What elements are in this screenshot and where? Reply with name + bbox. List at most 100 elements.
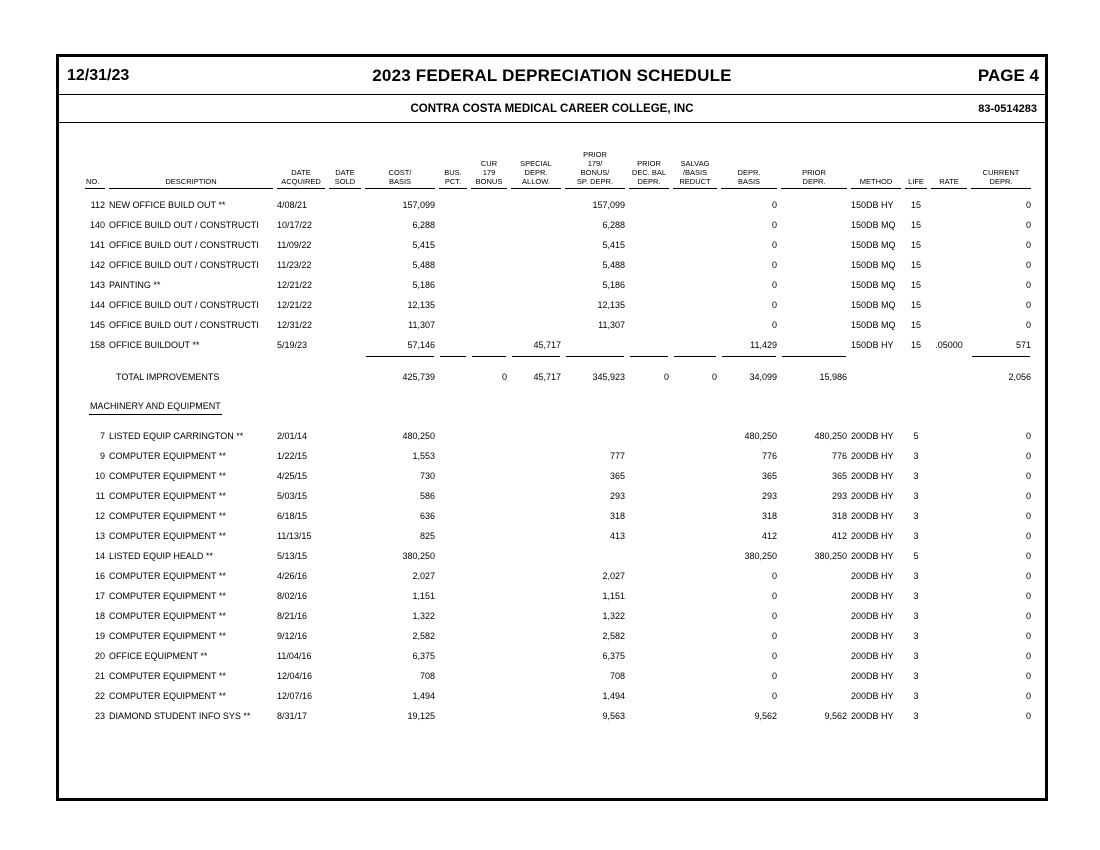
table-cell-cur_179_bonus xyxy=(469,546,509,566)
table-cell-life xyxy=(903,358,929,386)
table-cell-current_depr: 0 xyxy=(1025,280,1031,291)
table-cell-depr_basis: 0 xyxy=(771,591,777,602)
table-cell-life: 3 xyxy=(913,591,919,602)
column-header-no: NO. xyxy=(83,151,107,190)
table-cell-rate xyxy=(929,426,969,446)
table-cell-prior_dec_bal_depr xyxy=(627,686,671,706)
table-cell-prior_179_bonus_sp_depr xyxy=(563,335,627,355)
table-cell-rate xyxy=(929,466,969,486)
table-row: 23 DIAMOND STUDENT INFO SYS ** 8/31/17 19,1… xyxy=(83,706,1033,726)
table-cell-prior_dec_bal_depr xyxy=(627,666,671,686)
table-cell-method: 200DB HY xyxy=(851,511,894,522)
table-cell-special_depr_allow xyxy=(509,646,563,666)
table-cell-no: 13 xyxy=(94,531,105,542)
table-cell-date_acquired: 4/08/21 xyxy=(277,200,308,211)
table-cell-no: 141 xyxy=(89,240,105,251)
table-cell-prior_179_bonus_sp_depr: 1,322 xyxy=(602,611,625,622)
table-cell-bus_pct xyxy=(437,586,469,606)
table-cell-prior_179_bonus_sp_depr: 345,923 xyxy=(592,372,625,383)
table-cell-bus_pct xyxy=(437,486,469,506)
table-cell-prior_depr: 776 xyxy=(831,451,847,462)
table-cell-date_sold xyxy=(327,666,363,686)
table-cell-method: 150DB HY xyxy=(851,340,894,351)
table-cell-prior_179_bonus_sp_depr: 5,186 xyxy=(602,280,625,291)
table-cell-bus_pct xyxy=(437,686,469,706)
table-cell-life: 3 xyxy=(913,451,919,462)
table-cell-prior_179_bonus_sp_depr: 6,375 xyxy=(602,651,625,662)
table-cell-cost_basis: 425,739 xyxy=(402,372,435,383)
table-cell-no: 17 xyxy=(94,591,105,602)
table-cell-date_acquired xyxy=(275,358,327,386)
column-header-cur_179_bonus: CUR 179 BONUS xyxy=(469,151,509,190)
table-cell-depr_basis: 0 xyxy=(771,300,777,311)
table-cell-rate xyxy=(929,275,969,295)
table-cell-prior_dec_bal_depr xyxy=(627,195,671,215)
table-cell-depr_basis: 0 xyxy=(771,571,777,582)
table-cell-bus_pct xyxy=(437,215,469,235)
table-cell-bus_pct xyxy=(437,706,469,726)
table-cell-cost_basis: 12,135 xyxy=(407,300,435,311)
table-cell-cost_basis: 825 xyxy=(419,531,435,542)
table-cell-method: 200DB HY xyxy=(851,711,894,722)
table-cell-description: PAINTING ** xyxy=(109,280,161,291)
table-row: 20 OFFICE EQUIPMENT ** 11/04/16 6,375 6,375 0… xyxy=(83,646,1033,666)
table-cell-description: TOTAL IMPROVEMENTS xyxy=(116,372,220,383)
table-cell-prior_dec_bal_depr xyxy=(627,426,671,446)
document-page: 12/31/23 2023 FEDERAL DEPRECIATION SCHED… xyxy=(56,54,1048,801)
table-cell-life: 3 xyxy=(913,571,919,582)
table-cell-special_depr_allow xyxy=(509,295,563,315)
table-cell-salvag_basis_reduct xyxy=(671,666,719,686)
table-cell-date_sold xyxy=(327,466,363,486)
table-cell-method: 200DB HY xyxy=(851,571,894,582)
table-cell-no: 112 xyxy=(90,200,105,211)
table-row: 144 OFFICE BUILD OUT / CONSTRUCTI 12/21/22… xyxy=(83,295,1033,315)
sum-rule-cell xyxy=(671,355,719,358)
table-cell-cost_basis: 480,250 xyxy=(402,431,435,442)
table-cell-current_depr: 0 xyxy=(1025,511,1031,522)
table-cell-salvag_basis_reduct xyxy=(671,546,719,566)
table-cell-prior_depr xyxy=(779,215,849,235)
table-cell-special_depr_allow xyxy=(509,466,563,486)
table-cell-salvag_basis_reduct: 0 xyxy=(711,372,717,383)
table-row: 16 COMPUTER EQUIPMENT ** 4/26/16 2,027 2,027… xyxy=(83,566,1033,586)
table-cell-special_depr_allow xyxy=(509,486,563,506)
table-cell-rate xyxy=(929,235,969,255)
sum-rule-cell xyxy=(509,355,563,358)
table-cell-no: 16 xyxy=(94,571,105,582)
table-cell-rate: .05000 xyxy=(935,340,963,351)
table-cell-date_sold xyxy=(327,526,363,546)
table-cell-current_depr: 0 xyxy=(1025,240,1031,251)
table-cell-cur_179_bonus xyxy=(469,275,509,295)
table-cell-date_acquired: 12/31/22 xyxy=(277,320,313,331)
table-cell-prior_179_bonus_sp_depr: 1,151 xyxy=(602,591,625,602)
table-cell-rate xyxy=(929,506,969,526)
table-cell-special_depr_allow xyxy=(509,215,563,235)
table-cell-special_depr_allow xyxy=(509,255,563,275)
table-cell-life: 15 xyxy=(910,340,921,351)
table-cell-salvag_basis_reduct xyxy=(671,255,719,275)
table-cell-method: 150DB MQ xyxy=(851,300,896,311)
table-cell-salvag_basis_reduct xyxy=(671,626,719,646)
table-cell-date_sold xyxy=(327,586,363,606)
table-cell-date_sold xyxy=(327,506,363,526)
table-cell-bus_pct xyxy=(437,235,469,255)
sum-rule-cell xyxy=(969,355,1033,358)
column-header-rate: RATE xyxy=(929,151,969,190)
table-cell-rate xyxy=(929,295,969,315)
table-cell-life: 15 xyxy=(910,280,921,291)
table-cell-cost_basis: 1,322 xyxy=(412,611,435,622)
table-cell-description: DIAMOND STUDENT INFO SYS ** xyxy=(109,711,251,722)
table-cell-prior_depr xyxy=(779,666,849,686)
table-cell-no: 14 xyxy=(94,551,105,562)
table-cell-prior_dec_bal_depr xyxy=(627,466,671,486)
table-cell-cur_179_bonus xyxy=(469,526,509,546)
table-cell-prior_dec_bal_depr xyxy=(627,646,671,666)
table-cell-cur_179_bonus xyxy=(469,295,509,315)
table-cell-bus_pct xyxy=(437,526,469,546)
table-cell-date_acquired: 12/21/22 xyxy=(277,280,313,291)
table-cell-no: 11 xyxy=(95,491,105,502)
table-cell-cur_179_bonus xyxy=(469,335,509,355)
ein-number: 83-0514283 xyxy=(978,102,1037,115)
table-cell-date_acquired: 5/03/15 xyxy=(277,491,308,502)
